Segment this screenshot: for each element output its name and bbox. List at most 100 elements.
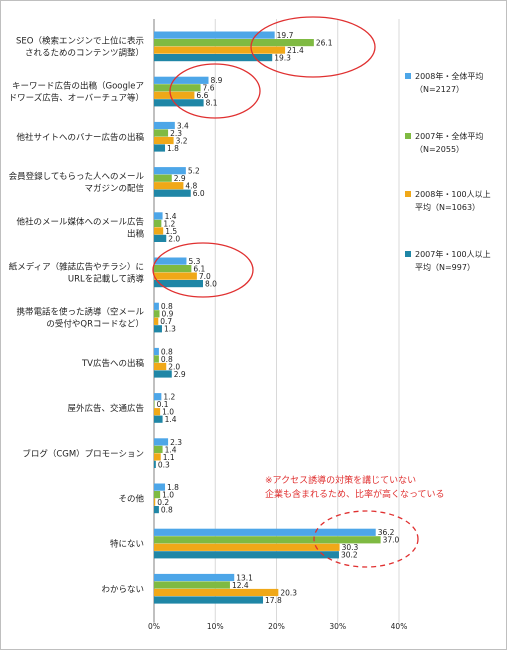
category-label: キーワード広告の出稿（Googleア (12, 81, 144, 92)
bar (154, 543, 340, 551)
legend-swatch (405, 133, 411, 139)
bar (154, 506, 159, 514)
data-label: 13.1 (236, 573, 253, 582)
data-label: 5.3 (188, 257, 200, 266)
data-label: 19.3 (274, 54, 291, 63)
bar (154, 370, 172, 378)
legend-label: 2007年・100人以上 (415, 249, 491, 259)
bar (154, 46, 286, 54)
data-label: 1.4 (165, 445, 177, 454)
bar (154, 528, 376, 536)
data-label: 17.8 (265, 596, 282, 605)
bar (154, 588, 279, 597)
bar (154, 317, 159, 325)
bar (154, 596, 264, 604)
category-label: 紙メディア（雑誌広告やチラシ）に (9, 262, 144, 273)
data-label: 0.9 (162, 310, 174, 319)
bar (154, 551, 339, 559)
data-label: 8.9 (211, 76, 223, 85)
highlight-ellipse (250, 16, 376, 78)
bar-group (154, 31, 381, 604)
data-label: 6.1 (193, 265, 205, 274)
bar (154, 438, 169, 446)
bar (154, 310, 160, 318)
annotation-text: 企業も含まれるため、比率が高くなっている (265, 488, 445, 500)
bar (154, 174, 172, 182)
bar (154, 347, 159, 356)
data-label: 1.0 (162, 491, 174, 500)
data-label: 4.8 (185, 182, 197, 191)
data-label: 12.4 (232, 581, 249, 590)
data-label: 1.3 (164, 325, 176, 334)
data-label: 26.1 (316, 39, 333, 48)
bar (154, 581, 230, 589)
category-label: 他社サイトへのバナー広告の出稿 (16, 132, 144, 143)
x-axis: 0% 10% 20% 30% 40% (148, 622, 407, 631)
data-label: 1.8 (167, 483, 179, 492)
bar (154, 167, 186, 175)
category-label: 他社のメール媒体へのメール広告 (16, 216, 144, 227)
category-label: 出稿 (127, 228, 145, 239)
legend-swatch (405, 73, 411, 79)
x-tick-label: 0% (148, 622, 160, 631)
data-label: 1.0 (162, 408, 174, 417)
category-label: TV広告への出稿 (81, 358, 145, 369)
legend-label: 平均（N=997） (415, 262, 475, 272)
data-label: 3.2 (176, 136, 188, 145)
category-label: ドワーズ広告、オーバーチュア等） (9, 93, 144, 104)
bar (154, 54, 273, 62)
data-label: 1.4 (165, 212, 177, 221)
highlight-ellipses (152, 16, 419, 568)
bar (154, 136, 174, 145)
bar (154, 536, 381, 544)
data-label: 7.6 (203, 84, 215, 93)
highlight-ellipse (152, 242, 254, 298)
category-label: わからない (101, 585, 144, 595)
data-label: 0.3 (158, 460, 170, 469)
category-label: URLを記載して誘導 (68, 274, 145, 285)
bar (154, 460, 156, 468)
data-label: 8.1 (206, 99, 218, 108)
data-label: 0.8 (161, 506, 173, 515)
legend: 2008年・全体平均 （N=2127） 2007年・全体平均 （N=2055） 2008… (405, 71, 491, 272)
bar (154, 144, 166, 152)
bar (154, 491, 161, 499)
bar (154, 445, 163, 453)
data-label: 2.3 (170, 129, 182, 138)
bar (154, 280, 203, 288)
bar (154, 355, 159, 363)
data-label: 37.0 (383, 536, 400, 545)
bar (154, 393, 162, 401)
bar (154, 219, 162, 227)
highlight-ellipse (169, 63, 261, 119)
data-label: 6.0 (193, 189, 205, 198)
data-label: 0.8 (161, 302, 173, 311)
data-label: 0.7 (160, 317, 172, 326)
bar (154, 415, 163, 423)
bar (154, 498, 156, 506)
bar (154, 189, 191, 197)
value-labels: 19.726.121.419.38.97.66.68.13.42.33.21.8… (157, 31, 400, 605)
bar (154, 31, 275, 39)
data-label: 5.2 (188, 167, 200, 176)
category-label: 携帯電話を使った誘導（空メール (16, 307, 144, 318)
bar (154, 39, 314, 47)
bar (154, 227, 164, 235)
gridlines (153, 19, 400, 623)
bar (154, 265, 192, 273)
data-label: 30.2 (341, 551, 358, 560)
data-label: 1.8 (167, 144, 179, 153)
bar (154, 84, 201, 92)
data-label: 1.4 (165, 415, 177, 424)
bar (154, 91, 195, 99)
data-label: 0.8 (161, 355, 173, 364)
bar (154, 302, 159, 310)
data-label: 6.6 (196, 91, 208, 100)
data-label: 1.2 (163, 393, 175, 402)
annotation-text: ※アクセス誘導の対策を講じていない (265, 474, 416, 486)
legend-label: 平均（N=1063） (415, 202, 480, 212)
bar (154, 272, 197, 280)
bar (154, 76, 209, 84)
